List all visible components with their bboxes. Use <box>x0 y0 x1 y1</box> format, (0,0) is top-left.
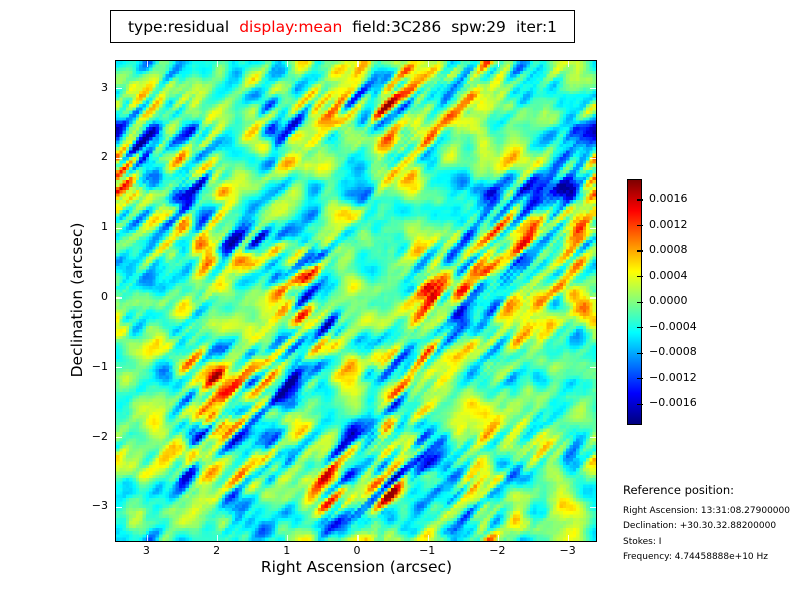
y-tick-label: 2 <box>101 150 108 164</box>
plot-area <box>115 60 597 542</box>
plot-title-box: type:residual display:mean field:3C286 spw:… <box>110 10 575 43</box>
colorbar <box>627 179 643 425</box>
reference-line: Stokes: I <box>623 536 662 547</box>
axis-tick-mark <box>217 535 219 541</box>
y-tick-label: 0 <box>101 290 108 303</box>
colorbar-tick-mark <box>637 276 643 278</box>
title-segment: field:3C286 <box>352 17 442 36</box>
axis-tick-mark <box>116 157 122 159</box>
axis-tick-mark <box>497 535 499 541</box>
axis-tick-mark <box>590 506 596 508</box>
cbar-label: −0.0012 <box>649 370 697 384</box>
x-tick-label: 0 <box>353 544 361 557</box>
axis-tick-mark <box>287 535 289 541</box>
reference-line: Declination: +30.30.32.88200000 <box>623 521 777 532</box>
axis-tick-mark <box>287 61 289 67</box>
cbar-label: 0.0016 <box>649 192 688 205</box>
reference-line: Right Ascension: 13:31:08.27900000 <box>623 506 790 516</box>
axis-tick-mark <box>590 157 596 159</box>
residual-heatmap-canvas <box>116 61 596 541</box>
axis-tick-mark <box>116 367 122 369</box>
axis-tick-mark <box>116 437 122 439</box>
axis-tick-mark <box>427 535 429 541</box>
axis-tick-mark <box>497 61 499 67</box>
axis-tick-mark <box>568 535 570 541</box>
x-tick-label: 1 <box>283 544 291 557</box>
reference-line: Frequency: 4.74458888e+10 Hz <box>623 552 769 563</box>
x-axis-label: Right Ascension (arcsec) <box>260 558 453 576</box>
reference-heading: Reference position: <box>623 483 734 497</box>
cbar-label: −0.0016 <box>649 396 697 410</box>
x-tick-label: −1 <box>419 544 436 557</box>
colorbar-gradient-canvas <box>628 180 641 424</box>
axis-tick-mark <box>568 61 570 67</box>
title-segment: iter:1 <box>515 17 558 36</box>
axis-tick-mark <box>217 61 219 67</box>
y-tick-label: 1 <box>101 220 108 234</box>
axis-tick-mark <box>146 535 148 541</box>
cbar-label: 0.0012 <box>649 217 688 231</box>
reference-position-block: Right Ascension: 13:31:08.27900000 Declin… <box>623 504 790 566</box>
cbar-label: 0.0008 <box>649 243 688 257</box>
axis-tick-mark <box>116 227 122 229</box>
x-tick-label: 2 <box>213 544 221 557</box>
title-segment: spw:29 <box>451 17 506 36</box>
y-tick-label: −3 <box>91 499 108 513</box>
axis-tick-mark <box>357 61 359 67</box>
axis-tick-mark <box>116 506 122 508</box>
axis-tick-mark <box>357 535 359 541</box>
axis-tick-mark <box>590 437 596 439</box>
axis-tick-mark <box>116 88 122 90</box>
axis-tick-mark <box>590 227 596 229</box>
cbar-label: 0.0004 <box>649 268 688 282</box>
cbar-label: 0.0000 <box>649 294 688 308</box>
cbar-label: −0.0008 <box>649 345 697 359</box>
colorbar-tick-mark <box>637 199 643 201</box>
colorbar-tick-mark <box>637 327 643 329</box>
axis-tick-mark <box>427 61 429 67</box>
x-tick-label: 3 <box>142 544 150 557</box>
colorbar-tick-mark <box>637 378 643 380</box>
colorbar-tick-mark <box>637 352 643 354</box>
axis-tick-mark <box>590 88 596 90</box>
x-tick-label: −2 <box>489 544 506 557</box>
x-tick-label: −3 <box>559 544 576 557</box>
y-tick-label: −1 <box>91 359 108 373</box>
title-segment: display:mean <box>239 17 343 36</box>
colorbar-tick-mark <box>637 301 643 303</box>
title-segment: type:residual <box>127 17 230 36</box>
colorbar-tick-mark <box>637 403 643 406</box>
colorbar-tick-mark <box>637 224 643 227</box>
y-tick-label: 3 <box>101 80 108 94</box>
axis-tick-mark <box>590 297 596 299</box>
colorbar-tick-mark <box>637 250 643 252</box>
axis-tick-mark <box>146 61 148 67</box>
cbar-label: −0.0004 <box>649 319 697 333</box>
y-tick-label: −2 <box>91 429 108 443</box>
axis-tick-mark <box>590 367 596 369</box>
axis-tick-mark <box>116 297 122 299</box>
